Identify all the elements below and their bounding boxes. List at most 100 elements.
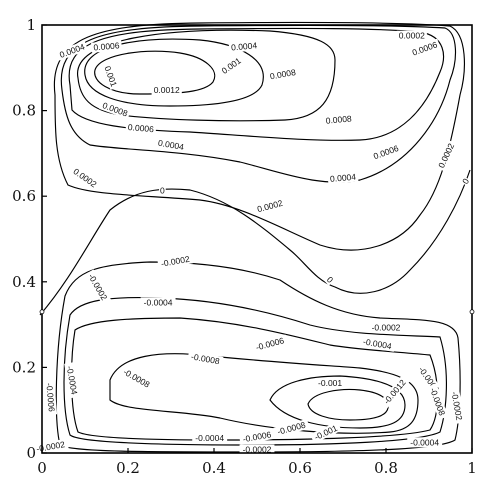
- axes: 0 0.2 0.4 0.6 0.8 1 0 0.2 0.4 0.6 0.8 1: [12, 16, 477, 477]
- contour-level-label: 0.0012: [154, 85, 180, 95]
- y-tick-label: 0.2: [12, 358, 36, 376]
- contour-label-background: [448, 387, 465, 424]
- contour-label-background: [315, 378, 346, 389]
- contour-level-label: -0.0006: [242, 429, 272, 444]
- contour-line-pos-0.0004: [60, 24, 456, 183]
- contour-level-label: -0.0002: [160, 254, 190, 269]
- contour-label-background: [217, 54, 245, 78]
- contour-line-neg-0.001: [269, 375, 406, 429]
- contour-level-label: 0.0004: [157, 138, 185, 152]
- contour-level-label: -0.0002: [86, 272, 109, 302]
- y-tick-label: 0: [26, 444, 36, 462]
- contour-level-label: 0.0004: [58, 41, 86, 59]
- contour-line-neg-0.0008: [109, 353, 419, 434]
- contour-level-label: 0.0008: [101, 100, 129, 118]
- contour-label-background: [408, 38, 441, 59]
- contour-lines: [39, 21, 471, 453]
- contour-level-label: -0.0008: [122, 367, 152, 390]
- contour-label-background: [239, 444, 275, 455]
- x-tick-label: 0: [37, 459, 47, 477]
- contour-level-label: -0.0008: [428, 386, 447, 417]
- x-tick-label: 0.6: [288, 459, 312, 477]
- contour-level-label: -0.0002: [243, 445, 272, 455]
- contour-level-label: 0.0008: [269, 67, 297, 81]
- contour-label-background: [157, 253, 194, 270]
- contour-level-label: -0.0008: [276, 420, 307, 437]
- x-tick-label: 0.2: [116, 459, 140, 477]
- contour-level-label: -0.0006: [44, 383, 56, 413]
- contour-label-background: [99, 99, 131, 120]
- contour-label-background: [69, 165, 101, 191]
- contour-level-label: 0.0002: [256, 198, 284, 214]
- contour-line-neg-0.0012: [307, 388, 389, 421]
- contour-level-label: 0: [460, 176, 471, 185]
- contour-label-background: [125, 121, 157, 135]
- contour-label-background: [187, 350, 224, 367]
- contour-level-label: -0.0012: [381, 377, 407, 406]
- contour-level-label: 0.0006: [93, 40, 120, 52]
- wall-marker: [469, 309, 475, 315]
- contour-label-background: [323, 113, 355, 126]
- contour-level-label: 0.0006: [372, 143, 400, 161]
- contour-label-background: [273, 418, 310, 438]
- contour-level-label: 0.0006: [411, 39, 439, 57]
- contour-level-label: -0.0004: [410, 437, 439, 447]
- contour-level-label: -0.0002: [372, 323, 401, 333]
- contour-label-background: [84, 269, 111, 305]
- contour-level-label: -0.001: [318, 378, 342, 388]
- contour-level-label: 0.0002: [399, 31, 425, 41]
- contour-level-label: 0.0002: [436, 141, 456, 169]
- contour-label-background: [396, 30, 427, 41]
- contour-line-pos-0.001: [84, 38, 264, 107]
- contour-line-neg-0.0006: [70, 317, 438, 441]
- contour-level-label: -0.0004: [65, 365, 80, 395]
- contour-label-background: [44, 379, 58, 416]
- contour-level-label: -0.0002: [450, 391, 465, 421]
- contour-level-label: -0.0004: [195, 433, 224, 443]
- contour-label-background: [254, 197, 286, 215]
- contour-label-background: [140, 297, 176, 308]
- contour-line-pos-0.0006: [68, 27, 444, 141]
- contour-level-label: 0.0004: [231, 40, 258, 52]
- contour-label-background: [228, 40, 260, 53]
- contour-label-background: [324, 273, 337, 286]
- contour-label-background: [327, 171, 359, 185]
- plot-frame: [41, 24, 473, 454]
- contour-label-background: [151, 85, 182, 96]
- contour-label-background: [101, 62, 120, 91]
- contour-label-background: [379, 375, 410, 409]
- contour-level-label: 0.0004: [330, 172, 357, 184]
- contour-level-label: 0.0002: [71, 166, 98, 189]
- contour-label-background: [91, 40, 122, 53]
- contour-label-background: [159, 185, 166, 196]
- contour-label-background: [426, 383, 449, 420]
- contour-label-background: [370, 142, 402, 162]
- contour-level-label: -0.0004: [362, 336, 392, 351]
- y-tick-label: 0.8: [12, 102, 36, 120]
- contour-label-background: [368, 322, 404, 333]
- contour-label-background: [238, 428, 276, 445]
- contour-line-pos-0.0002: [53, 21, 465, 251]
- x-tick-label: 1: [467, 459, 477, 477]
- contour-level-label: 0.0008: [325, 113, 352, 125]
- y-tick-label: 0.6: [12, 187, 36, 205]
- contour-level-label: 0.001: [102, 65, 119, 89]
- contour-level-label: 0: [160, 186, 165, 196]
- contour-line-pos-0.0012: [94, 50, 216, 95]
- contour-label-background: [310, 421, 342, 444]
- contour-level-label: -0.0008: [190, 351, 220, 366]
- contour-level-label: -0.0004: [144, 297, 173, 307]
- contour-label-background: [435, 139, 458, 172]
- x-tick-label: 0.8: [374, 459, 398, 477]
- contour-label-background: [56, 40, 88, 61]
- contour-label-background: [359, 335, 396, 352]
- contour-label-background: [192, 433, 228, 444]
- contour-label-background: [251, 334, 289, 354]
- contour-level-label: 0.0006: [128, 122, 155, 134]
- contour-line-neg-0.0002: [55, 261, 461, 453]
- contour-label-background: [155, 137, 187, 153]
- wall-marker: [39, 309, 45, 315]
- contour-label-background: [407, 437, 443, 448]
